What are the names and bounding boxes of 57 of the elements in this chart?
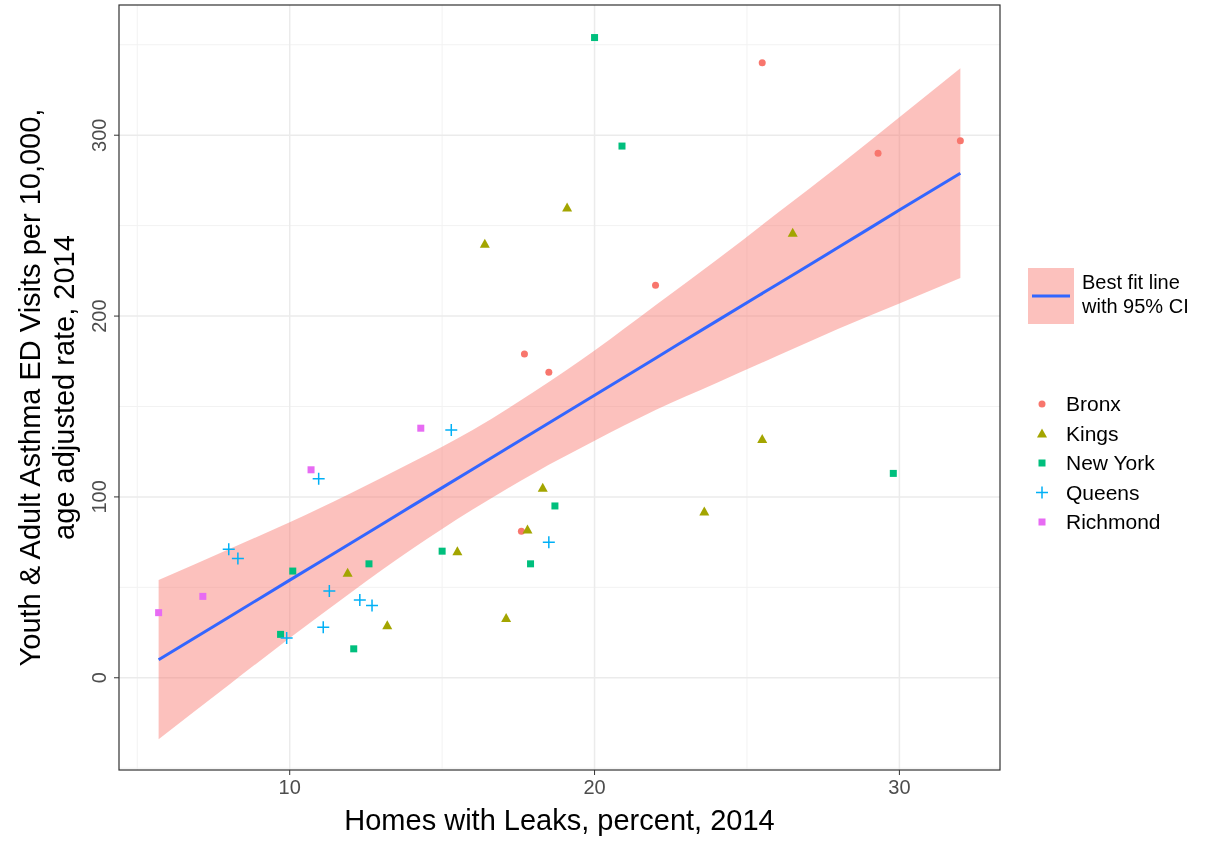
point bbox=[787, 227, 798, 237]
point bbox=[542, 535, 556, 549]
point bbox=[522, 524, 533, 534]
point bbox=[353, 593, 367, 607]
point bbox=[618, 142, 626, 150]
point bbox=[199, 592, 207, 600]
point bbox=[155, 609, 163, 617]
point bbox=[889, 469, 897, 477]
point bbox=[444, 423, 459, 437]
point bbox=[551, 502, 559, 510]
x-tick-label: 10 bbox=[278, 776, 301, 798]
point bbox=[382, 620, 393, 630]
x-tick-label: 20 bbox=[583, 776, 606, 798]
legend-label: Richmond bbox=[1066, 510, 1161, 533]
point bbox=[417, 424, 425, 432]
point bbox=[231, 551, 245, 566]
point bbox=[479, 238, 490, 248]
point bbox=[452, 546, 463, 556]
y-tick-label: 100 bbox=[88, 480, 110, 514]
point bbox=[501, 613, 512, 623]
point bbox=[277, 630, 285, 638]
point bbox=[527, 560, 535, 568]
point bbox=[438, 547, 446, 555]
point bbox=[562, 202, 573, 212]
point bbox=[322, 584, 337, 598]
point bbox=[350, 645, 358, 653]
x-axis-title: Homes with Leaks, percent, 2014 bbox=[344, 804, 775, 836]
point bbox=[956, 137, 964, 145]
point bbox=[279, 631, 294, 645]
point bbox=[652, 281, 660, 289]
y-tick-label: 200 bbox=[88, 299, 110, 333]
point bbox=[874, 149, 882, 157]
legend-label: Kings bbox=[1066, 421, 1119, 445]
point bbox=[520, 350, 528, 358]
point bbox=[221, 542, 236, 557]
point bbox=[365, 598, 379, 613]
point bbox=[289, 567, 297, 575]
y-tick-label: 0 bbox=[88, 672, 110, 684]
point bbox=[591, 34, 599, 42]
legend-label: New York bbox=[1066, 451, 1156, 474]
y-tick-label: 300 bbox=[88, 118, 110, 152]
point bbox=[307, 466, 315, 474]
point bbox=[537, 482, 548, 492]
point bbox=[365, 560, 373, 568]
x-tick-label: 30 bbox=[888, 776, 911, 798]
line-series bbox=[157, 171, 962, 662]
point bbox=[545, 368, 553, 376]
point bbox=[758, 59, 766, 67]
legend-label: Best fit line with 95% CI bbox=[1081, 271, 1189, 317]
point bbox=[699, 506, 710, 516]
point bbox=[757, 434, 768, 444]
y-axis-title: Youth & Adult Asthma ED Visits per 10,000, age adjusted rate, 2014 bbox=[14, 108, 80, 667]
legend-label: Queens bbox=[1066, 480, 1140, 504]
legend-label: Bronx bbox=[1066, 392, 1122, 415]
point bbox=[311, 472, 326, 486]
point bbox=[342, 567, 353, 577]
point bbox=[316, 620, 330, 634]
